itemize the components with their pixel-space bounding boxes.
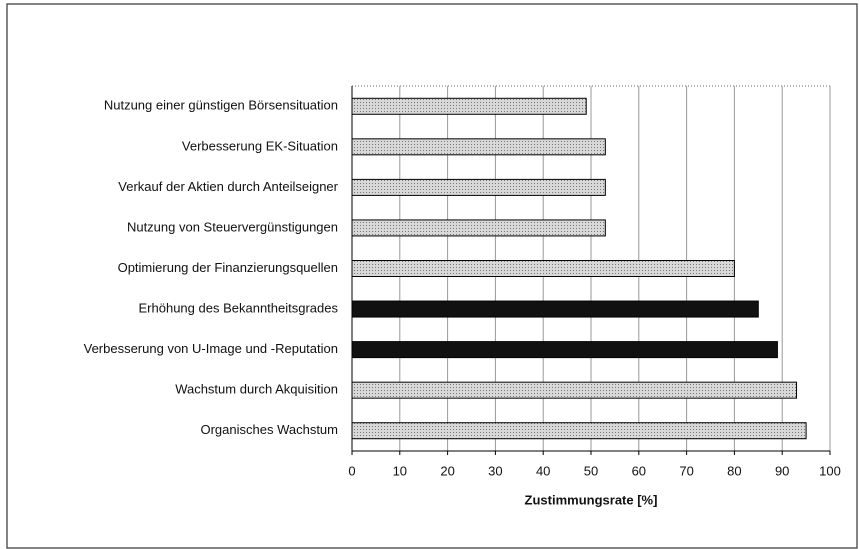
y-tick-label: Verbesserung von U-Image und -Reputation — [84, 341, 338, 356]
x-tick-label: 60 — [632, 463, 646, 478]
y-tick-label: Erhöhung des Bekanntheitsgrades — [139, 300, 339, 315]
bar — [351, 422, 807, 440]
x-tick-label: 90 — [775, 463, 789, 478]
y-tick-label: Verkauf der Aktien durch Anteilseigner — [118, 179, 338, 194]
frame — [6, 3, 858, 549]
bar — [351, 178, 606, 196]
y-tick-label: Nutzung von Steuervergünstigungen — [127, 219, 338, 234]
x-tick-label: 50 — [584, 463, 598, 478]
y-tick-label: Optimierung der Finanzierungsquellen — [118, 260, 338, 275]
x-tick-label: 30 — [488, 463, 502, 478]
x-tick-label: 10 — [393, 463, 407, 478]
y-tick-label: Verbesserung EK-Situation — [182, 138, 338, 153]
x-tick-label: 80 — [727, 463, 741, 478]
y-tick-label: Organisches Wachstum — [200, 422, 338, 437]
bar — [351, 97, 587, 115]
x-tick-label: 40 — [536, 463, 550, 478]
bar — [351, 381, 798, 399]
x-tick-label: 70 — [679, 463, 693, 478]
x-axis-label: Zustimmungsrate [%] — [525, 492, 658, 507]
bar — [351, 138, 606, 156]
bar — [351, 341, 778, 359]
bar — [351, 300, 759, 318]
y-tick-label: Wachstum durch Akquisition — [175, 382, 338, 397]
x-tick-label: 20 — [440, 463, 454, 478]
y-tick-label: Nutzung einer günstigen Börsensituation — [104, 98, 338, 113]
x-tick-label: 100 — [819, 463, 841, 478]
x-tick-label: 0 — [348, 463, 355, 478]
bar — [351, 219, 606, 237]
bar — [351, 260, 735, 277]
